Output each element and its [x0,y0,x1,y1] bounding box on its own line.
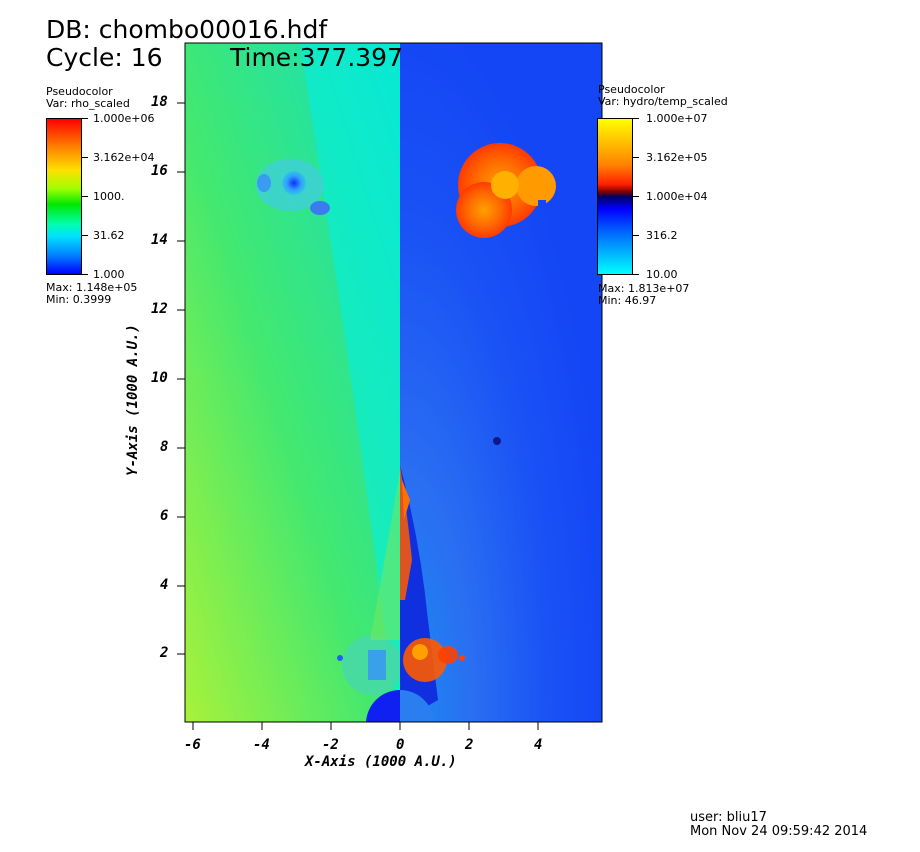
x-tick-label: 4 [534,737,543,753]
temperature-max: Max: 1.813e+07 [598,282,690,295]
density-colorbar-label: 1.000e+06 [93,112,155,125]
right-legend-plot-type: Pseudocolor [598,83,665,96]
temperature-min: Min: 46.97 [598,294,657,307]
central-source-right [400,689,434,722]
time-label: Time:377.397 [230,43,403,72]
y-tick-label: 10 [151,370,168,386]
y-tick-label: 4 [160,577,169,593]
temperature-colorbar-label: 1.000e+07 [646,112,708,125]
y-tick-label: 2 [160,645,169,661]
cycle-label: Cycle: 16 [46,43,163,72]
dark-spot [493,437,501,445]
x-tick-label: -2 [322,737,339,753]
y-tick-label: 14 [151,232,168,248]
date-label: Mon Nov 24 09:59:42 2014 [690,824,868,839]
left-legend-plot-type: Pseudocolor [46,85,113,98]
y-tick-label: 12 [151,301,168,317]
y-axis-ticks [177,102,185,655]
temperature-colorbar-ticks [633,118,639,275]
temperature-colorbar [597,118,633,275]
y-tick-label: 16 [151,163,168,179]
x-tick-label: -6 [184,737,201,753]
x-tick-label: 0 [396,737,405,753]
user-label: user: bliu17 [690,810,767,825]
density-colorbar-label: 1.000 [93,268,125,281]
x-axis-title: X-Axis (1000 A.U.) [305,754,457,770]
temperature-colorbar-label: 3.162e+05 [646,151,708,164]
right-legend-var: Var: hydro/temp_scaled [598,95,728,108]
density-min: Min: 0.3999 [46,293,112,306]
x-tick-label: -4 [253,737,270,753]
temperature-colorbar-label: 1.000e+04 [646,190,708,203]
density-colorbar [46,118,82,275]
x-tick-label: 2 [465,737,474,753]
density-cyan-band [230,43,400,722]
y-tick-label: 8 [160,439,169,455]
left-legend-var: Var: rho_scaled [46,97,130,110]
plot-frame [184,42,603,723]
density-colorbar-label: 31.62 [93,229,125,242]
density-colorbar-label: 3.162e+04 [93,151,155,164]
database-title: DB: chombo00016.hdf [46,15,328,44]
y-axis-title: Y-Axis (1000 A.U.) [125,324,141,476]
x-axis-ticks [192,722,539,730]
density-colorbar-label: 1000. [93,190,125,203]
temperature-colorbar-label: 316.2 [646,229,678,242]
density-max: Max: 1.148e+05 [46,281,138,294]
density-colorbar-ticks [82,118,88,275]
temperature-colorbar-label: 10.00 [646,268,678,281]
y-tick-label: 18 [151,94,168,110]
y-tick-label: 6 [160,508,169,524]
central-source-left [366,689,400,722]
